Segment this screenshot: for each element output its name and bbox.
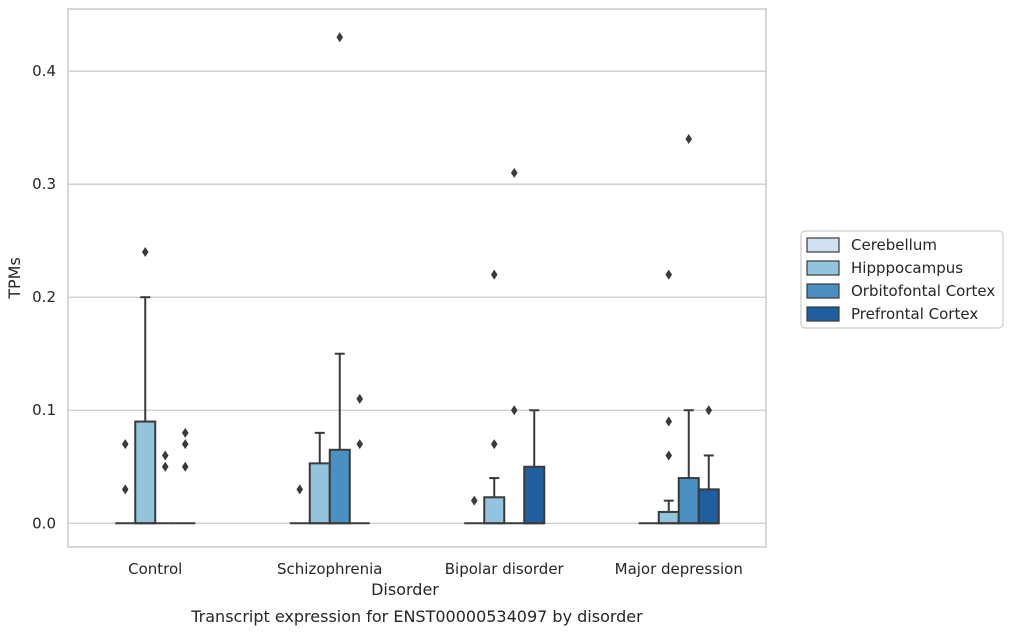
box xyxy=(328,448,351,525)
x-axis-title: Disorder xyxy=(371,580,439,599)
box-group xyxy=(289,484,310,525)
legend: Cerebellum Hipppocampus Orbitofontal Corte… xyxy=(800,230,1004,329)
box-group xyxy=(115,439,136,525)
box-group xyxy=(328,32,351,525)
legend-label: Cerebellum xyxy=(851,236,937,254)
y-tick-label: 0.1 xyxy=(32,401,56,419)
y-tick-label: 0.2 xyxy=(32,288,56,306)
outlier-point xyxy=(665,269,673,280)
gridlines xyxy=(68,70,766,524)
box-group xyxy=(464,495,485,525)
legend-label: Hipppocampus xyxy=(851,259,963,277)
box xyxy=(308,462,331,525)
box-marks xyxy=(115,32,720,525)
plot-frame xyxy=(67,8,767,548)
box-group xyxy=(523,409,546,525)
outlier-point xyxy=(141,247,149,258)
outlier-point xyxy=(356,393,364,404)
outlier-point xyxy=(705,405,713,416)
box xyxy=(523,465,546,525)
box-group xyxy=(175,427,196,525)
box-group xyxy=(677,133,700,525)
y-axis-title: TPMs xyxy=(5,257,24,300)
legend-swatch xyxy=(806,260,840,276)
outlier-point xyxy=(470,495,478,506)
outlier-point xyxy=(665,416,673,427)
y-tick-label: 0.0 xyxy=(32,514,56,532)
outlier-point xyxy=(510,405,518,416)
legend-swatch xyxy=(806,237,840,253)
box-group xyxy=(504,167,525,525)
box xyxy=(483,496,506,525)
box xyxy=(134,420,157,525)
y-tick-label: 0.4 xyxy=(32,62,56,80)
legend-swatch xyxy=(806,306,840,322)
outlier-point xyxy=(161,461,169,472)
x-axis-ticks: Control Schizophrenia Bipolar disorder Majo… xyxy=(128,560,743,578)
outlier-point xyxy=(510,167,518,178)
outlier-point xyxy=(685,133,693,144)
box-group xyxy=(308,431,331,525)
legend-label: Prefrontal Cortex xyxy=(851,305,978,323)
outlier-point xyxy=(181,427,189,438)
x-tick-label: Schizophrenia xyxy=(277,560,382,578)
x-tick-label: Bipolar disorder xyxy=(445,560,565,578)
legend-swatch xyxy=(806,283,840,299)
outlier-point xyxy=(490,269,498,280)
box-group xyxy=(697,405,720,525)
box-group xyxy=(349,393,370,525)
outlier-point xyxy=(161,450,169,461)
box xyxy=(677,477,700,525)
outlier-point xyxy=(121,484,129,495)
x-tick-label: Control xyxy=(128,560,182,578)
outlier-point xyxy=(296,484,304,495)
box-group xyxy=(134,247,157,525)
legend-frame xyxy=(800,230,1004,329)
legend-label: Orbitofontal Cortex xyxy=(851,282,995,300)
outlier-point xyxy=(356,439,364,450)
y-axis-ticks: 0.0 0.1 0.2 0.3 0.4 xyxy=(32,62,56,532)
outlier-point xyxy=(181,461,189,472)
x-tick-label: Major depression xyxy=(615,560,743,578)
box-group xyxy=(657,269,680,525)
outlier-point xyxy=(665,450,673,461)
box-group xyxy=(483,269,506,525)
outlier-point xyxy=(181,439,189,450)
box xyxy=(697,488,720,525)
y-tick-label: 0.3 xyxy=(32,175,56,193)
outlier-point xyxy=(336,32,344,43)
outlier-point xyxy=(490,439,498,450)
box-group xyxy=(155,450,176,525)
chart-caption: Transcript expression for ENST0000053409… xyxy=(190,607,643,626)
box xyxy=(657,510,680,525)
outlier-point xyxy=(121,439,129,450)
